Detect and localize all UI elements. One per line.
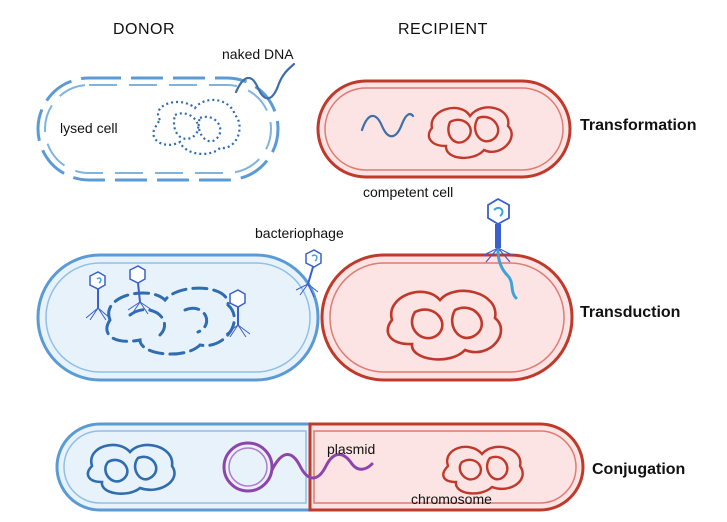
free-bacteriophage bbox=[295, 249, 322, 298]
transduction-label: Transduction bbox=[580, 304, 681, 321]
lysed-cell bbox=[36, 76, 280, 182]
lysed-cell-label: lysed cell bbox=[60, 120, 118, 136]
recipient-chromosome-3 bbox=[442, 445, 524, 495]
injecting-phage bbox=[481, 197, 518, 300]
naked-dna-label: naked DNA bbox=[222, 46, 294, 62]
bacteriophage-label: bacteriophage bbox=[255, 225, 344, 241]
donor-header: DONOR bbox=[113, 21, 176, 38]
naked-dna-strand bbox=[234, 62, 296, 100]
conjugation-label: Conjugation bbox=[592, 461, 686, 478]
chromosome-label: chromosome bbox=[411, 491, 492, 507]
plasmid-label: plasmid bbox=[327, 441, 376, 457]
recipient-chromosome-2 bbox=[386, 289, 503, 361]
taken-up-dna bbox=[360, 113, 415, 138]
phage-in-donor-2 bbox=[127, 265, 153, 315]
competent-cell-label: competent cell bbox=[363, 184, 454, 200]
recipient-header: RECIPIENT bbox=[398, 21, 488, 38]
infected-donor-cell bbox=[36, 253, 320, 382]
phage-in-donor-3 bbox=[225, 289, 251, 338]
phage-in-donor-1 bbox=[85, 271, 111, 321]
fragmented-donor-dna bbox=[105, 286, 236, 356]
plasmid bbox=[222, 441, 374, 493]
transformation-label: Transformation bbox=[580, 117, 697, 134]
donor-chromosome-3 bbox=[86, 443, 176, 495]
recipient-chromosome-1 bbox=[427, 106, 513, 159]
competent-recipient-cell bbox=[316, 79, 572, 179]
transduced-recipient-cell bbox=[320, 253, 574, 382]
released-dna-dotted bbox=[152, 98, 241, 156]
